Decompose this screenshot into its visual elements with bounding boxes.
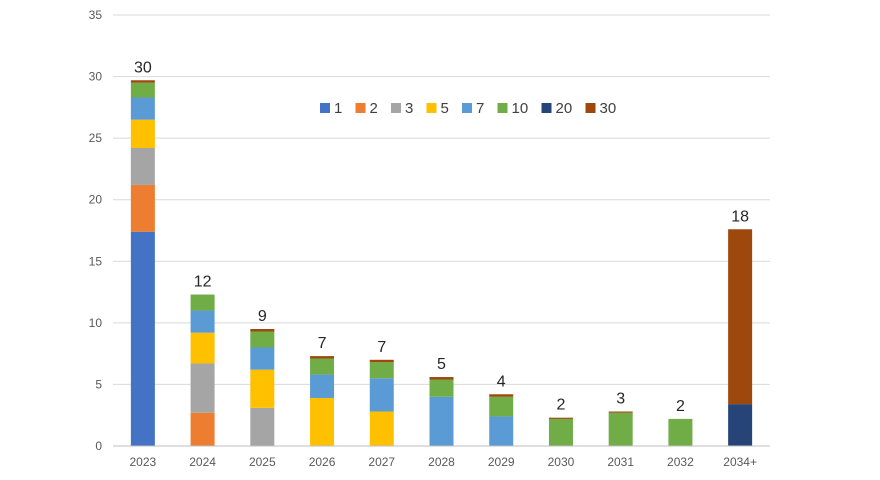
x-tick-label: 2030: [548, 455, 575, 469]
total-label: 3: [616, 391, 625, 408]
x-tick-label: 2027: [368, 455, 395, 469]
total-label: 2: [557, 397, 566, 414]
bar-segment-2026-series-30: [310, 356, 335, 359]
bar-segment-2030-series-10: [548, 418, 573, 446]
legend-swatch: [426, 103, 437, 113]
legend-swatch: [462, 103, 472, 113]
total-label: 4: [497, 373, 506, 390]
gridlines: [113, 14, 770, 385]
bar-segment-2031-series-30: [608, 411, 633, 413]
y-tick-label: 35: [89, 8, 103, 22]
y-tick-label: 5: [95, 377, 102, 391]
total-label: 5: [437, 356, 446, 373]
legend-label: 20: [556, 100, 573, 117]
legend-label: 10: [512, 100, 529, 117]
bar-segment-2029-series-30: [489, 394, 514, 397]
x-tick-label: 2024: [189, 455, 216, 469]
bar-segment-2028-series-7: [429, 396, 454, 446]
legend-swatch: [391, 103, 401, 113]
bar-segment-2031-series-10: [608, 412, 633, 446]
y-axis: 0 5 10 15 20 25 30 35: [89, 8, 103, 453]
x-tick-label: 2026: [309, 455, 336, 469]
legend-label: 3: [405, 100, 413, 117]
bar-segment-2025-series-10: [250, 331, 275, 348]
bar-segment-2025-series-5: [250, 369, 275, 408]
bar-segment-2023-series-10: [130, 82, 155, 98]
bar-segment-2029-series-10: [489, 396, 514, 417]
bar-segment-2024-series-7: [190, 310, 215, 333]
x-axis: 2023 2024 2025 2026 2027 2028 2029 2030 2031 2032…: [113, 445, 770, 469]
x-tick-label: 2025: [249, 455, 276, 469]
bar-segment-2026-series-7: [310, 374, 335, 398]
bar-segment-2024-series-10: [190, 294, 215, 311]
y-tick-label: 15: [89, 254, 103, 268]
total-label: 7: [318, 335, 327, 352]
bar-segment-2026-series-5: [310, 397, 335, 446]
bar-segment-2023-series-7: [130, 97, 155, 120]
bar-segment-2025-series-30: [250, 329, 275, 332]
bar-segment-2027-series-5: [369, 411, 394, 446]
y-tick-label: 25: [89, 131, 103, 145]
bar-segment-2032-series-10: [668, 418, 693, 446]
legend-label: 5: [441, 100, 449, 117]
bar-segment-2023-series-30: [130, 80, 155, 83]
x-tick-label: 2029: [488, 455, 515, 469]
total-label: 18: [731, 208, 749, 225]
y-tick-label: 20: [89, 193, 103, 207]
bar-segment-2023-series-1: [130, 231, 155, 446]
x-tick-label: 2028: [428, 455, 455, 469]
legend: 1 2 3 5 7 10 20 30: [320, 100, 616, 117]
x-tick-label: 2034+: [723, 455, 757, 469]
total-label: 12: [194, 274, 212, 291]
bar-segment-2024-series-2: [190, 412, 215, 446]
x-tick-label: 2031: [607, 455, 634, 469]
legend-swatch: [541, 103, 552, 113]
legend-swatch: [497, 103, 508, 113]
bar-segment-2027-series-7: [369, 378, 394, 412]
total-label: 9: [258, 308, 267, 325]
legend-swatch: [355, 103, 366, 113]
y-tick-label: 0: [95, 439, 102, 453]
y-tick-label: 30: [89, 70, 103, 84]
bar-segment-2023-series-5: [130, 119, 155, 148]
legend-label: 30: [600, 100, 617, 117]
bar-segment-2029-series-7: [489, 416, 514, 446]
bar-segment-2027-series-10: [369, 362, 394, 379]
x-tick-label: 2032: [667, 455, 694, 469]
y-tick-label: 10: [89, 316, 103, 330]
total-label: 7: [377, 339, 386, 356]
bar-segment-2028-series-30: [429, 377, 454, 380]
bar-segment-2034+-series-30: [728, 229, 753, 405]
bar-segment-2024-series-3: [190, 363, 215, 413]
bar-segment-2027-series-30: [369, 359, 394, 363]
legend-swatch: [320, 103, 330, 113]
legend-label: 7: [476, 100, 484, 117]
total-label: 2: [676, 398, 685, 415]
legend-swatch: [585, 103, 596, 113]
bar-segment-2028-series-10: [429, 379, 454, 397]
bar-segment-2034+-series-20: [728, 404, 753, 446]
legend-label: 2: [370, 100, 378, 117]
bar-segment-2024-series-5: [190, 332, 215, 364]
bar-segment-2030-series-30: [548, 417, 573, 419]
bars: [130, 80, 753, 446]
bar-segment-2026-series-10: [310, 358, 335, 375]
bar-segment-2023-series-2: [130, 184, 155, 232]
legend-label: 1: [334, 100, 342, 117]
bar-segment-2023-series-3: [130, 147, 155, 185]
bar-segment-2025-series-7: [250, 347, 275, 370]
bar-segment-2025-series-3: [250, 407, 275, 446]
x-tick-label: 2023: [130, 455, 157, 469]
total-label: 30: [134, 59, 152, 76]
